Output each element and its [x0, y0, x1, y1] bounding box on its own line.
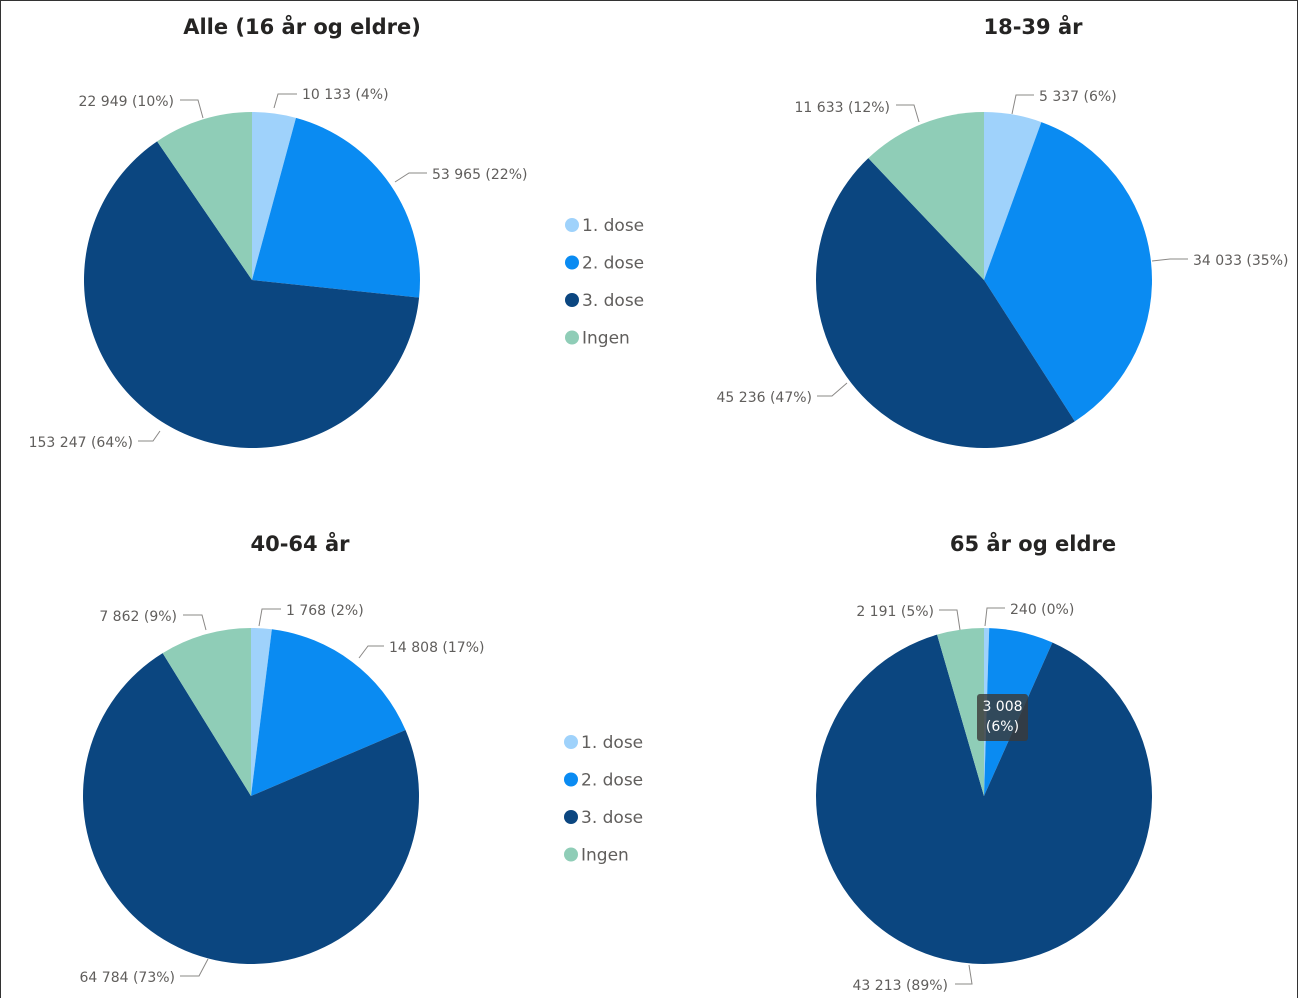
data-label: 64 784 (73%) — [80, 970, 175, 986]
legend-marker-icon — [565, 330, 579, 345]
data-label: 43 213 (89%) — [853, 978, 948, 994]
leader-line — [955, 964, 973, 985]
data-label: 153 247 (64%) — [29, 435, 133, 451]
leader-line — [1151, 258, 1188, 262]
data-label: 240 (0%) — [1010, 602, 1074, 618]
legend-label: 2. dose — [581, 771, 643, 791]
pie-chart-3: 40-64 år 1 768 (2%) 14 808 (17%) 64 784 (73… — [80, 531, 485, 986]
data-label: 5 337 (6%) — [1039, 89, 1117, 105]
leader-line — [984, 607, 1005, 627]
legend-marker-icon — [564, 810, 578, 824]
legend-label: 1. dose — [581, 733, 643, 753]
leader-line — [180, 99, 204, 119]
pie-slice-ingen[interactable] — [162, 628, 251, 796]
legend-label: 3. dose — [582, 291, 644, 311]
leader-line — [896, 104, 920, 123]
legend-marker-icon — [564, 772, 578, 787]
pie-slice-2-dose[interactable] — [251, 629, 406, 796]
data-label: 22 949 (10%) — [79, 94, 174, 110]
pie-chart-4: 65 år og eldre 240 (0%) 43 213 (89%) 2 191 … — [816, 531, 1153, 994]
leader-line — [939, 609, 961, 631]
pie-chart-2: 18-39 år 5 337 (6%) 34 033 (35%) 45 236 (47… — [717, 14, 1288, 449]
pie-slice-1-dose[interactable] — [984, 112, 1042, 280]
pie-slice-ingen[interactable] — [157, 112, 252, 280]
leader-line — [1011, 94, 1034, 115]
leader-line — [138, 430, 161, 442]
pie-slice-ingen[interactable] — [868, 112, 984, 280]
pie-slice-1-dose[interactable] — [251, 628, 272, 796]
chart-title: 18-39 år — [983, 14, 1083, 39]
data-label: 7 862 (9%) — [99, 609, 177, 625]
legend-item[interactable]: Ingen — [564, 846, 629, 866]
pie-slice-3-dose[interactable] — [815, 158, 1075, 449]
pie-slice-1-dose[interactable] — [252, 111, 296, 280]
leader-line — [258, 608, 281, 627]
tooltip-value: 3 008 — [982, 699, 1022, 715]
data-label: 2 191 (5%) — [856, 604, 934, 620]
leader-line — [180, 958, 209, 977]
pie-slice-3-dose[interactable] — [83, 653, 420, 965]
legend-marker-icon — [565, 218, 579, 232]
legend-label: 3. dose — [581, 808, 643, 828]
legend-item[interactable]: 3. dose — [565, 291, 644, 311]
legend-1: 1. dose 2. dose 3. dose Ingen — [565, 216, 644, 349]
pie-slice-3-dose[interactable] — [83, 141, 420, 448]
legend-label: 1. dose — [582, 216, 644, 236]
leader-line — [183, 614, 207, 631]
legend-marker-icon — [564, 735, 578, 749]
pie-slice-3-dose[interactable] — [816, 634, 1153, 964]
data-label: 34 033 (35%) — [1193, 253, 1288, 269]
pie-slice-ingen[interactable] — [937, 628, 984, 796]
data-label: 14 808 (17%) — [389, 640, 484, 656]
legend-label: 2. dose — [582, 254, 644, 274]
tooltip-percent: (6%) — [986, 719, 1019, 735]
leader-line — [273, 93, 297, 109]
leader-line — [394, 172, 427, 183]
chart-title: 40-64 år — [250, 531, 350, 556]
data-label: 1 768 (2%) — [286, 603, 364, 619]
leader-line — [358, 645, 384, 659]
pie-slice-2-dose[interactable] — [984, 122, 1152, 422]
legend-marker-icon — [564, 847, 578, 862]
pie-chart-1: Alle (16 år og eldre) 10 133 (4%) 53 965 (… — [29, 14, 528, 451]
legend-label: Ingen — [582, 329, 630, 349]
legend-label: Ingen — [581, 846, 629, 866]
pie-slice-2-dose[interactable] — [252, 117, 420, 298]
legend-marker-icon — [565, 293, 579, 307]
hover-tooltip: 3 008 (6%) — [977, 694, 1028, 741]
legend-item[interactable]: 1. dose — [565, 216, 644, 236]
data-label: 11 633 (12%) — [795, 100, 890, 116]
data-label: 53 965 (22%) — [432, 167, 527, 183]
data-label: 10 133 (4%) — [302, 87, 389, 103]
legend-marker-icon — [565, 255, 579, 270]
leader-line — [817, 382, 848, 397]
data-label: 45 236 (47%) — [717, 390, 812, 406]
legend-item[interactable]: 2. dose — [565, 254, 644, 274]
legend-item[interactable]: Ingen — [565, 329, 630, 349]
legend-item[interactable]: 1. dose — [564, 733, 643, 753]
legend-2: 1. dose 2. dose 3. dose Ingen — [564, 733, 643, 866]
legend-item[interactable]: 3. dose — [564, 808, 643, 828]
chart-title: 65 år og eldre — [950, 531, 1116, 556]
chart-title: Alle (16 år og eldre) — [183, 14, 421, 39]
legend-item[interactable]: 2. dose — [564, 771, 643, 791]
